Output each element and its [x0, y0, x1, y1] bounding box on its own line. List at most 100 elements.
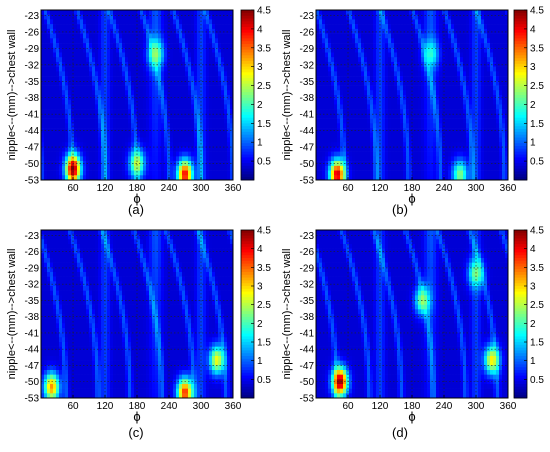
heatmap-cell	[376, 29, 379, 34]
heatmap-cell	[370, 38, 373, 43]
heatmap-cell	[442, 24, 445, 29]
heatmap-cell	[421, 43, 424, 48]
heatmap-cell	[80, 19, 83, 24]
heatmap-cell	[104, 100, 107, 105]
heatmap-cell	[125, 34, 128, 39]
heatmap-cell	[89, 119, 92, 124]
heatmap-cell	[227, 53, 230, 58]
heatmap-cell	[59, 43, 62, 48]
heatmap-cell	[391, 142, 394, 147]
heatmap-cell	[490, 90, 493, 95]
colorbar-tick-label: 3.5	[257, 43, 271, 54]
heatmap-cell	[191, 230, 194, 235]
heatmap-cell	[448, 119, 451, 124]
heatmap-cell	[403, 156, 406, 161]
heatmap-cell	[385, 24, 388, 29]
heatmap-cell	[44, 123, 47, 128]
heatmap-cell	[173, 10, 176, 15]
heatmap-cell	[137, 114, 140, 119]
heatmap-cell	[170, 10, 173, 15]
heatmap-cell	[218, 156, 221, 161]
heatmap-cell	[188, 147, 191, 152]
heatmap-cell	[47, 24, 50, 29]
heatmap-cell	[188, 171, 191, 176]
heatmap-cell	[325, 43, 328, 48]
heatmap-cell	[95, 104, 98, 109]
heatmap-cell	[221, 90, 224, 95]
heatmap-cell	[122, 29, 125, 34]
heatmap-cell	[487, 57, 490, 62]
heatmap-cell	[475, 76, 478, 81]
colorbar-segment	[514, 98, 527, 101]
heatmap-cell	[56, 104, 59, 109]
heatmap-cell	[92, 114, 95, 119]
heatmap-cell	[74, 76, 77, 81]
heatmap-cell	[89, 230, 92, 235]
heatmap-cell	[388, 133, 391, 138]
heatmap-cell	[469, 62, 472, 67]
heatmap-cell	[400, 166, 403, 171]
heatmap-cell	[475, 43, 478, 48]
heatmap-cell	[71, 147, 74, 152]
heatmap-cell	[143, 29, 146, 34]
heatmap-cell	[445, 62, 448, 67]
heatmap-cell	[463, 90, 466, 95]
heatmap-cell	[215, 133, 218, 138]
heatmap-cell	[119, 156, 122, 161]
heatmap-cell	[430, 38, 433, 43]
heatmap-cell	[101, 152, 104, 157]
heatmap-cell	[322, 109, 325, 114]
heatmap-cell	[463, 123, 466, 128]
heatmap-cell	[454, 53, 457, 58]
heatmap-cell	[433, 76, 436, 81]
heatmap-cell	[328, 90, 331, 95]
heatmap-cell	[334, 152, 337, 157]
heatmap-cell	[325, 119, 328, 124]
heatmap-cell	[433, 90, 436, 95]
heatmap-cell	[418, 67, 421, 72]
heatmap-cell	[53, 171, 56, 176]
heatmap-cell	[418, 142, 421, 147]
heatmap-cell	[212, 152, 215, 157]
heatmap-cell	[448, 38, 451, 43]
heatmap-cell	[80, 138, 83, 143]
heatmap-cell	[436, 67, 439, 72]
heatmap-cell	[367, 67, 370, 72]
heatmap-cell	[418, 114, 421, 119]
heatmap-cell	[388, 109, 391, 114]
heatmap-cell	[322, 71, 325, 76]
heatmap-cell	[328, 109, 331, 114]
heatmap-cell	[460, 29, 463, 34]
heatmap-cell	[325, 166, 328, 171]
heatmap-cell	[200, 53, 203, 58]
heatmap-cell	[337, 43, 340, 48]
heatmap-cell	[499, 123, 502, 128]
heatmap-cell	[328, 133, 331, 138]
heatmap-cell	[397, 171, 400, 176]
heatmap-cell	[179, 67, 182, 72]
heatmap-cell	[86, 119, 89, 124]
heatmap-cell	[140, 67, 143, 72]
heatmap-cell	[442, 152, 445, 157]
heatmap-cell	[176, 34, 179, 39]
heatmap-cell	[110, 10, 113, 15]
heatmap-cell	[113, 156, 116, 161]
heatmap-cell	[197, 57, 200, 62]
colorbar-segment	[514, 123, 527, 126]
heatmap-cell	[340, 10, 343, 15]
heatmap-cell	[209, 29, 212, 34]
heatmap-cell	[400, 152, 403, 157]
heatmap-cell	[490, 29, 493, 34]
heatmap-cell	[442, 138, 445, 143]
heatmap-cell	[322, 114, 325, 119]
heatmap-cell	[215, 86, 218, 91]
heatmap-cell	[319, 109, 322, 114]
heatmap-cell	[167, 230, 170, 235]
heatmap-cell	[460, 62, 463, 67]
heatmap-cell	[370, 76, 373, 81]
heatmap-cell	[472, 152, 475, 157]
heatmap-cell	[481, 114, 484, 119]
heatmap-cell	[122, 19, 125, 24]
heatmap-cell	[415, 57, 418, 62]
heatmap-cell	[487, 19, 490, 24]
